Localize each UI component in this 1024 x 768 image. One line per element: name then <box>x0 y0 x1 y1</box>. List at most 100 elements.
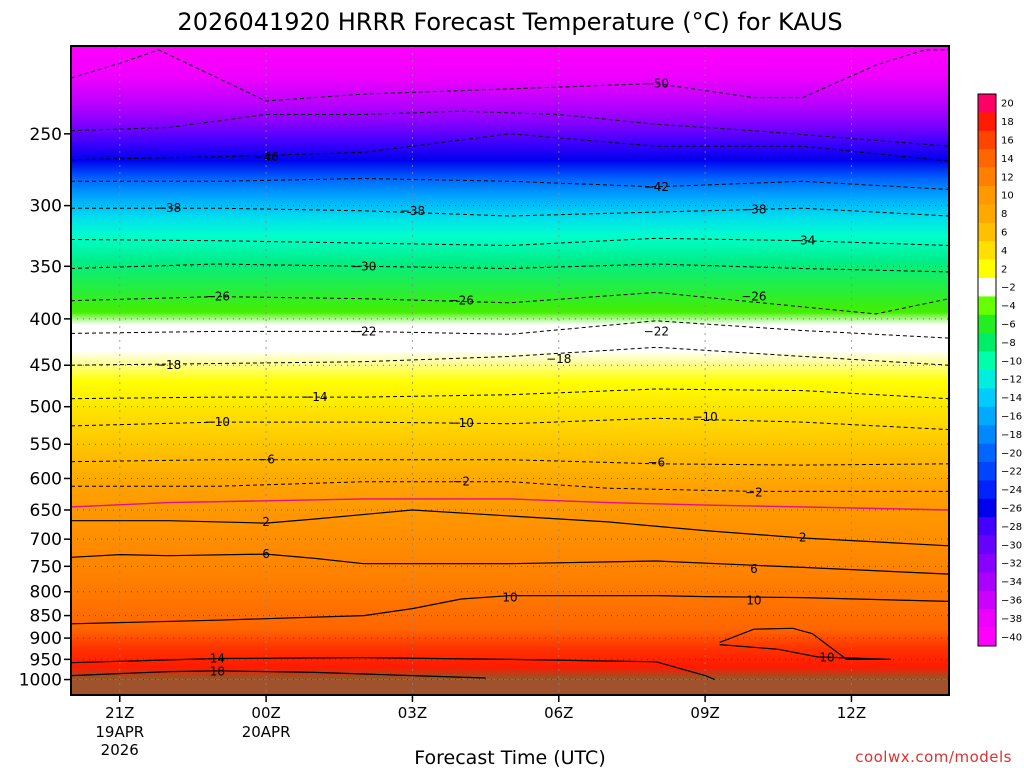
contour-line <box>71 657 716 681</box>
colorbar-label: −30 <box>1001 540 1022 551</box>
colorbar-label: −6 <box>1001 320 1016 331</box>
contour-label: −38 <box>741 203 766 217</box>
y-tick-label: 450 <box>30 356 62 376</box>
contour-line <box>71 178 949 190</box>
contour-line <box>71 49 949 102</box>
contour-label: 6 <box>262 547 270 561</box>
colorbar-swatch <box>978 590 996 610</box>
contour-label: −6 <box>257 453 275 467</box>
y-tick-label: 500 <box>30 398 62 418</box>
colorbar-label: −18 <box>1001 430 1022 441</box>
contour-label: −26 <box>449 294 474 308</box>
x-tick-date: 19APR <box>95 723 144 741</box>
y-tick-label: 800 <box>30 583 62 603</box>
contour-label: −38 <box>156 201 181 215</box>
x-tick-label: 00Z <box>251 704 280 722</box>
colorbar-swatch <box>978 406 996 426</box>
colorbar-swatch <box>978 112 996 132</box>
y-tick-label: 250 <box>30 125 62 145</box>
colorbar-label: −10 <box>1001 356 1022 367</box>
contour-label: 10 <box>819 651 834 665</box>
contour-line <box>71 595 949 625</box>
credit-link[interactable]: coolwx.com/models <box>855 748 1012 766</box>
colorbar-swatch <box>978 370 996 389</box>
colorbar-label: 18 <box>1001 117 1014 128</box>
colorbar-swatch <box>978 425 996 444</box>
chart-title: 2026041920 HRRR Forecast Temperature (°C… <box>177 8 842 36</box>
grid <box>71 46 949 695</box>
colorbar-label: −28 <box>1001 522 1022 533</box>
colorbar-label: −38 <box>1001 614 1022 625</box>
contour-line <box>71 291 949 315</box>
colorbar-swatch <box>978 296 996 316</box>
colorbar-swatch <box>978 517 996 536</box>
x-tick-year: 2026 <box>101 741 139 759</box>
colorbar-label: −20 <box>1001 448 1022 459</box>
colorbar-swatch <box>978 388 996 408</box>
y-tick-label: 700 <box>30 530 62 550</box>
y-tick-label: 300 <box>30 197 62 217</box>
x-tick-label: 06Z <box>544 704 573 722</box>
colorbar-swatch <box>978 609 996 628</box>
x-tick-label: 12Z <box>837 704 866 722</box>
contour-label: −50 <box>644 77 669 91</box>
contour-line <box>71 509 949 547</box>
ground-band <box>71 679 949 695</box>
colorbar-swatch <box>978 94 996 113</box>
colorbar-swatch <box>978 167 996 187</box>
contour-label: −22 <box>351 324 376 338</box>
contour-label: −2 <box>452 475 470 489</box>
contour-label: 18 <box>210 665 225 679</box>
y-tick-label: 1000 <box>19 671 62 691</box>
x-axis-label: Forecast Time (UTC) <box>414 747 605 768</box>
contour-line <box>71 417 949 431</box>
colorbar-swatch <box>978 627 996 647</box>
temperature-fill <box>71 46 949 680</box>
colorbar-label: −2 <box>1001 283 1016 294</box>
colorbar-label: 6 <box>1001 228 1007 239</box>
contour-label: −10 <box>449 416 474 430</box>
contours <box>71 49 949 681</box>
contour-label: −22 <box>644 324 669 338</box>
x-tick-label: 21Z <box>105 704 134 722</box>
colorbar-label: −12 <box>1001 375 1022 386</box>
colorbar-label: −36 <box>1001 596 1022 607</box>
contour-label: −30 <box>351 259 376 273</box>
colorbar-frame <box>977 93 997 647</box>
colorbar-swatch <box>978 314 996 334</box>
colorbar-label: −8 <box>1001 338 1016 349</box>
contour-label: 10 <box>746 593 761 607</box>
contour-label: −10 <box>205 415 230 429</box>
contour-label: −18 <box>546 352 571 366</box>
colorbar-label: −26 <box>1001 504 1022 515</box>
x-tick-date: 20APR <box>242 723 291 741</box>
contour-label: −38 <box>400 204 425 218</box>
colorbar-label: 12 <box>1001 172 1014 183</box>
contour-line <box>71 207 949 217</box>
contour-label: 14 <box>210 652 225 666</box>
colorbar-swatch <box>978 278 996 297</box>
y-tick-label: 600 <box>30 469 62 489</box>
y-tick-label: 900 <box>30 629 62 649</box>
contour-line <box>71 481 949 492</box>
colorbar-swatch <box>978 204 996 224</box>
colorbar-label: −22 <box>1001 467 1022 478</box>
contour-label: −2 <box>745 486 763 500</box>
contour-label: −14 <box>302 390 327 404</box>
x-tick-label: 09Z <box>690 704 719 722</box>
colorbar-label: −14 <box>1001 393 1022 404</box>
contour-label: −10 <box>692 410 717 424</box>
contour-label: 2 <box>799 530 807 544</box>
contour-line <box>71 670 486 679</box>
colorbar-label: −4 <box>1001 301 1016 312</box>
contour-label: −26 <box>741 290 766 304</box>
colorbar-swatch <box>978 572 996 592</box>
colorbar-label: −40 <box>1001 632 1022 643</box>
contour-line <box>71 237 949 246</box>
colorbar-swatch <box>978 149 996 168</box>
contour-line <box>71 110 949 147</box>
contour-line <box>71 498 949 511</box>
